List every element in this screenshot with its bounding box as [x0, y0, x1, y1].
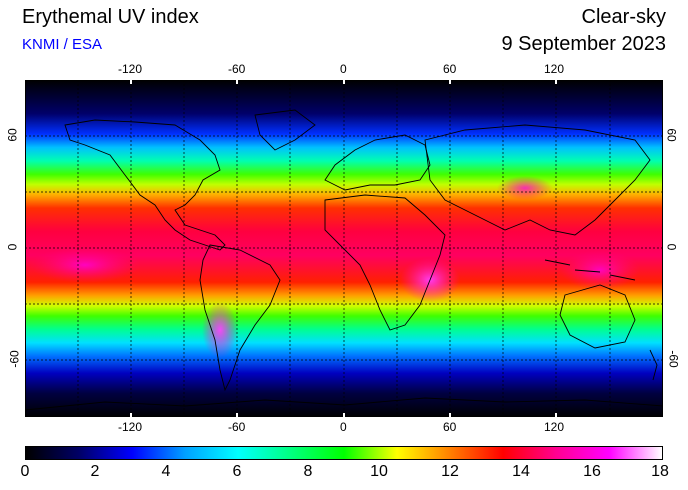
colorbar	[25, 446, 663, 460]
colorbar-label: 0	[20, 463, 30, 480]
colorbar-label: 8	[303, 463, 313, 480]
lon-tick-bottom: 0	[340, 420, 347, 434]
date-label: 9 September 2023	[501, 33, 666, 55]
lat-tick-left: 0	[5, 243, 20, 251]
colorbar-label: 18	[651, 463, 669, 480]
uv-index-map	[25, 80, 663, 417]
antarctica-coast	[25, 397, 663, 411]
tibet-hotspot	[497, 176, 553, 200]
europe-coast	[324, 134, 431, 191]
graticule	[25, 80, 663, 417]
edge-ticks	[130, 80, 557, 417]
lat-tick-left: 60	[5, 128, 20, 142]
colorbar-label: 4	[161, 463, 171, 480]
coastlines	[25, 109, 663, 411]
lon-tick-top: 0	[340, 62, 347, 76]
indonesia-coast	[544, 259, 636, 281]
africa-coast	[324, 194, 446, 331]
lon-tick-bottom: 120	[544, 420, 565, 434]
pacific-hotspot	[30, 247, 140, 283]
sky-mode-label: Clear-sky	[581, 6, 666, 28]
colorbar-label: 2	[90, 463, 100, 480]
new-zealand-coast	[649, 349, 658, 381]
lon-tick-top: -60	[228, 62, 246, 76]
lat-tick-right: 0	[664, 243, 679, 251]
indonesia-hotspot	[560, 250, 640, 290]
lon-tick-top: -120	[118, 62, 143, 76]
lat-tick-right: -60	[666, 350, 681, 368]
andes-hotspot	[202, 302, 238, 358]
colorbar-label: 12	[441, 463, 459, 480]
south-america-coast	[199, 244, 281, 392]
greenland-coast	[254, 109, 316, 151]
source-label: KNMI / ESA	[22, 36, 103, 53]
lon-tick-bottom: 60	[443, 420, 457, 434]
lat-tick-right: 60	[664, 128, 679, 142]
north-america-coast	[64, 119, 226, 251]
colorbar-label: 16	[583, 463, 601, 480]
lon-tick-bottom: -60	[228, 420, 246, 434]
lon-tick-top: 60	[443, 62, 457, 76]
uv-map-svg	[25, 80, 663, 417]
australia-coast	[559, 284, 636, 349]
asia-coast	[424, 124, 651, 236]
lon-tick-bottom: -120	[118, 420, 143, 434]
lat-tick-left: -60	[7, 350, 22, 368]
colorbar-label: 10	[370, 463, 388, 480]
lon-tick-top: 120	[544, 62, 565, 76]
colorbar-label: 14	[512, 463, 530, 480]
map-title: Erythemal UV index	[22, 6, 199, 28]
colorbar-label: 6	[232, 463, 242, 480]
